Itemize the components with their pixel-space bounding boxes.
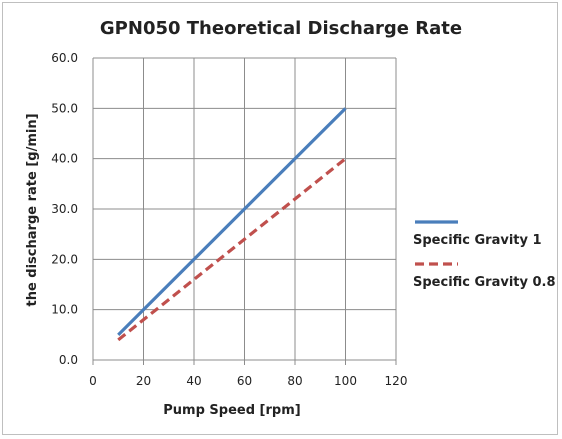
chart-frame: [2, 2, 558, 435]
ticks: 0 20 40 60 80 100 120 0.0 10.0 20.0 30.0 40.0 50.0 60…: [51, 51, 407, 388]
legend-label-1: Specific Gravity 1: [413, 233, 542, 248]
y-tick-label: 40.0: [51, 152, 78, 166]
x-tick-label: 40: [186, 374, 201, 388]
y-tick-label: 50.0: [51, 101, 78, 115]
y-tick-label: 60.0: [51, 51, 78, 65]
x-tick-label: 20: [136, 374, 151, 388]
legend: Specific Gravity 1 Specific Gravity 0.8: [413, 220, 556, 290]
legend-label-2: Specific Gravity 0.8: [413, 275, 556, 290]
series-line-2: [117, 157, 347, 342]
series-line-1: [117, 107, 347, 336]
y-tick-label: 0.0: [59, 353, 78, 367]
chart-title: GPN050 Theoretical Discharge Rate: [100, 18, 462, 39]
x-tick-label: 120: [385, 374, 408, 388]
x-tick-label: 80: [287, 374, 302, 388]
grid: [92, 57, 397, 365]
y-tick-label: 30.0: [51, 202, 78, 216]
x-axis-label: Pump Speed [rpm]: [163, 403, 300, 418]
x-tick-label: 60: [237, 374, 252, 388]
y-tick-label: 10.0: [51, 303, 78, 317]
x-tick-label: 0: [89, 374, 97, 388]
x-tick-label: 100: [334, 374, 357, 388]
y-axis-label: the discharge rate [g/min]: [25, 113, 40, 306]
series: [117, 107, 347, 342]
y-tick-label: 20.0: [51, 252, 78, 266]
